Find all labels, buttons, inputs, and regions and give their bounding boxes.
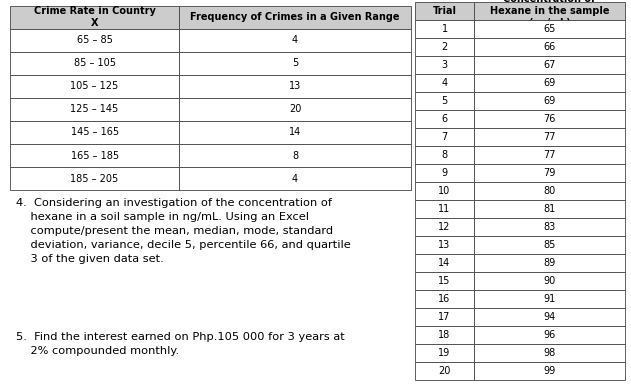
Text: 5.  Find the interest earned on Php.105 000 for 3 years at
    2% compounded mon: 5. Find the interest earned on Php.105 0… — [16, 332, 345, 356]
Text: 4.  Considering an investigation of the concentration of
    hexane in a soil sa: 4. Considering an investigation of the c… — [16, 198, 351, 264]
